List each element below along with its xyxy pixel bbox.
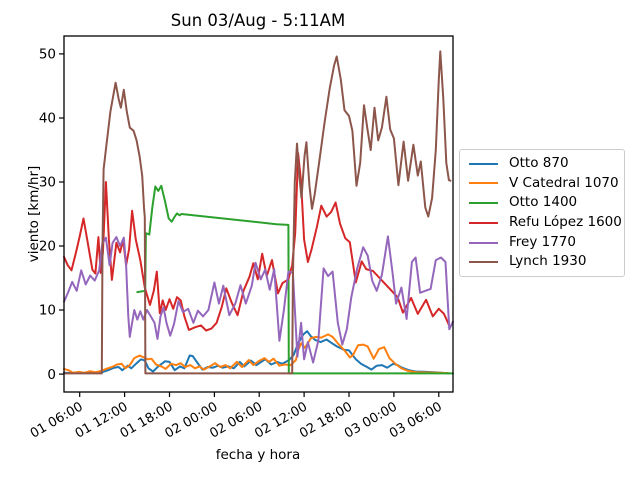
legend-item: Otto 1400 xyxy=(469,195,620,211)
legend-label: Lynch 1930 xyxy=(509,253,587,270)
legend-swatch xyxy=(469,261,498,264)
y-tick-label: 30 xyxy=(39,175,56,191)
legend-item: Frey 1770 xyxy=(469,235,620,251)
legend-label: V Catedral 1070 xyxy=(509,174,619,191)
series-line-refu-lópez-1600 xyxy=(63,152,451,332)
axes-frame xyxy=(63,35,454,393)
legend-label: Frey 1770 xyxy=(509,233,576,250)
y-tick-label: 40 xyxy=(39,111,56,127)
legend-swatch xyxy=(469,162,498,165)
legend-item: Lynch 1930 xyxy=(469,254,620,270)
series-line-otto-1400 xyxy=(136,184,454,375)
legend-label: Refu López 1600 xyxy=(509,214,622,231)
y-tick-label: 10 xyxy=(39,303,56,319)
series-line-lynch-1930 xyxy=(63,50,452,375)
series-line-v-catedral-1070 xyxy=(63,333,450,375)
legend-swatch xyxy=(469,221,498,224)
legend-item: Refu López 1600 xyxy=(469,214,622,231)
y-tick-label: 50 xyxy=(39,47,56,63)
series-lines xyxy=(63,50,454,375)
legend-swatch xyxy=(469,182,498,185)
y-axis-label: viento [km/hr] xyxy=(26,166,42,263)
legend-label: Otto 870 xyxy=(509,154,569,171)
x-axis-label: fecha y hora xyxy=(216,447,301,463)
legend-swatch xyxy=(469,202,498,205)
y-tick-label: 20 xyxy=(39,239,56,255)
legend: Otto 870 V Catedral 1070 Otto 1400 Refu Lóp… xyxy=(459,149,625,277)
series-line-frey-1770 xyxy=(63,235,454,364)
legend-item: Otto 870 xyxy=(469,156,620,172)
legend-item: V Catedral 1070 xyxy=(469,175,620,191)
y-tick-label: 0 xyxy=(47,367,56,383)
series-line-otto-870 xyxy=(63,330,450,375)
chart-title: Sun 03/Aug - 5:11AM xyxy=(171,11,345,30)
legend-swatch xyxy=(469,241,498,244)
legend-label: Otto 1400 xyxy=(509,194,578,211)
